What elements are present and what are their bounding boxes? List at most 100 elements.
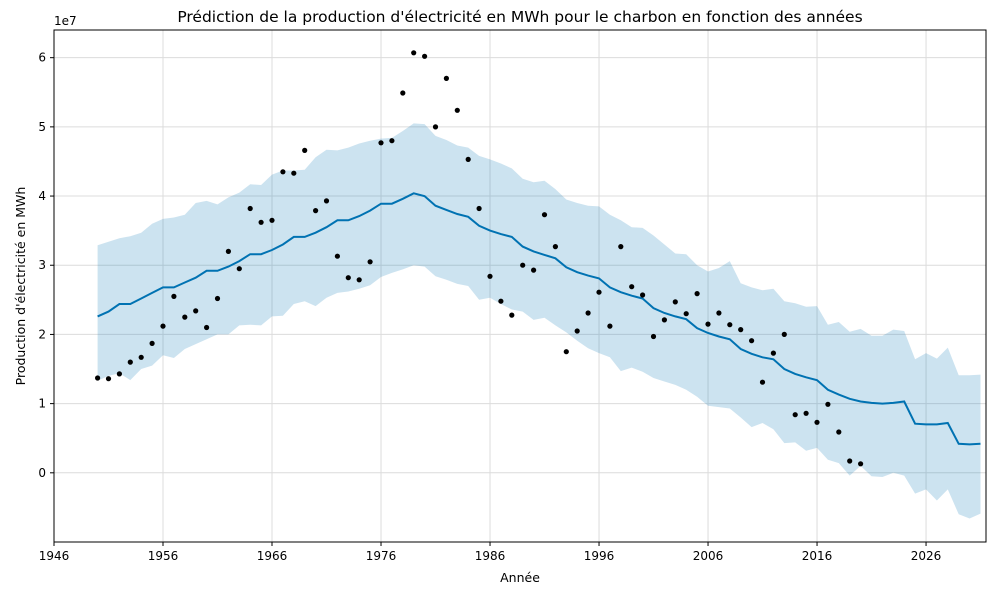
x-tick-label: 1956 — [148, 549, 179, 563]
observed-point — [520, 262, 526, 268]
observed-point — [443, 75, 449, 81]
observed-point — [574, 328, 580, 334]
observed-point — [683, 311, 689, 317]
observed-point — [650, 333, 657, 340]
plot-area-frame — [53, 29, 987, 543]
observed-point — [847, 458, 853, 464]
observed-point — [749, 338, 755, 344]
uncertainty-band-layer — [97, 123, 981, 519]
observed-point — [422, 53, 428, 59]
observed-point — [105, 376, 112, 382]
observed-point — [258, 219, 264, 225]
observed-point — [95, 375, 101, 381]
observed-point — [727, 322, 733, 328]
observed-point — [585, 310, 591, 316]
observed-point — [291, 170, 297, 176]
observed-point — [116, 371, 122, 377]
observed-point — [400, 90, 406, 96]
observed-point — [465, 156, 471, 162]
x-tick-label: 1986 — [475, 549, 506, 563]
y-tick-label: 3 — [38, 258, 46, 272]
observed-point — [182, 314, 188, 320]
x-tick-label: 2026 — [911, 549, 942, 563]
observed-point — [476, 205, 482, 212]
y-tick-label: 6 — [38, 51, 46, 65]
observed-point — [694, 291, 700, 297]
observed-point — [509, 312, 515, 318]
observed-point — [127, 359, 133, 365]
x-tick-label: 2016 — [802, 549, 833, 563]
x-axis-label: Année — [500, 570, 540, 585]
observed-point — [498, 298, 504, 304]
x-axis-ticks: 1946 1956 1966 1976 1986 1996 2006 2016 2026 — [39, 542, 942, 563]
forecast-line — [97, 192, 981, 446]
y-tick-label: 1 — [38, 397, 46, 411]
observed-point — [836, 429, 842, 435]
observed-point — [378, 140, 384, 146]
observed-point — [432, 124, 439, 130]
observed-point — [389, 138, 395, 144]
observed-point — [629, 284, 635, 290]
y-axis-label: Production d'électricité en MWh — [13, 187, 28, 386]
observed-point — [193, 308, 199, 314]
forecast-line-layer — [97, 192, 981, 446]
observed-point — [280, 169, 286, 175]
grid-lines — [53, 30, 986, 542]
y-offset-label: 1e7 — [54, 14, 77, 28]
observed-point — [247, 205, 253, 212]
observed-point — [770, 350, 777, 356]
observed-point — [672, 299, 678, 305]
observed-point — [454, 107, 460, 113]
x-tick-label: 2006 — [693, 549, 724, 563]
observed-point — [618, 244, 624, 250]
observed-point — [236, 266, 242, 272]
observed-point — [323, 198, 330, 204]
observed-point — [411, 50, 417, 56]
observed-point — [607, 323, 613, 329]
observed-point — [214, 295, 221, 302]
x-tick-label: 1966 — [257, 549, 288, 563]
observed-point — [160, 323, 166, 329]
observed-point — [367, 259, 373, 265]
observed-point — [640, 292, 646, 298]
x-tick-label: 1946 — [39, 549, 70, 563]
observed-points-layer — [95, 50, 864, 467]
observed-point — [345, 275, 351, 281]
observed-point — [334, 253, 340, 259]
observed-point — [487, 273, 493, 279]
observed-point — [269, 217, 275, 223]
observed-point — [541, 212, 548, 218]
observed-point — [858, 461, 864, 467]
observed-point — [781, 331, 787, 337]
x-tick-label: 1976 — [366, 549, 397, 563]
observed-point — [563, 349, 569, 355]
observed-point — [792, 412, 798, 418]
observed-point — [759, 379, 766, 385]
y-tick-label: 0 — [38, 466, 46, 480]
observed-point — [225, 248, 231, 254]
y-axis-ticks: 0 1 2 3 4 5 6 — [38, 51, 54, 480]
observed-point — [138, 354, 144, 360]
observed-point — [814, 419, 820, 425]
observed-point — [825, 401, 831, 407]
observed-point — [738, 327, 744, 333]
y-tick-label: 4 — [38, 189, 46, 203]
y-tick-label: 2 — [38, 327, 46, 341]
chart-title: Prédiction de la production d'électricit… — [177, 8, 862, 26]
observed-point — [204, 324, 210, 331]
observed-point — [552, 244, 559, 250]
observed-point — [171, 293, 177, 299]
observed-point — [149, 340, 155, 346]
y-tick-label: 5 — [38, 120, 46, 134]
observed-point — [531, 267, 537, 273]
uncertainty-band — [97, 123, 981, 519]
observed-point — [716, 310, 722, 316]
observed-point — [661, 317, 668, 323]
observed-point — [596, 289, 602, 295]
observed-point — [803, 410, 809, 416]
observed-point — [302, 147, 308, 153]
observed-point — [705, 321, 711, 327]
observed-point — [356, 277, 362, 283]
observed-point — [313, 208, 319, 214]
